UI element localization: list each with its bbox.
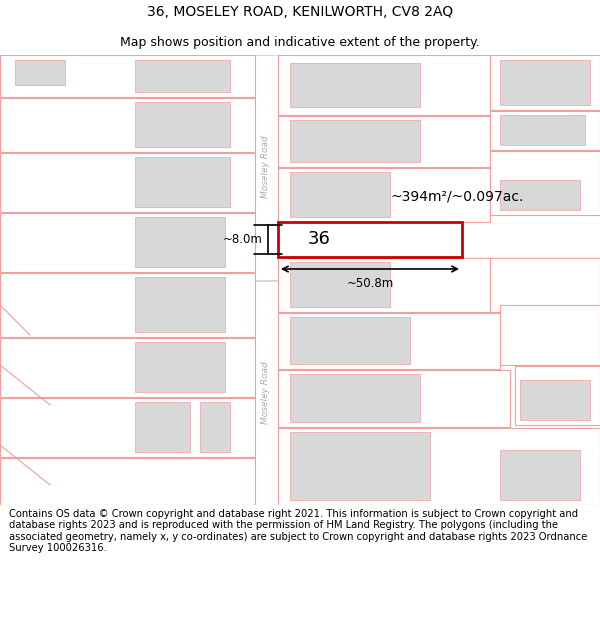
Polygon shape — [278, 370, 510, 427]
Text: Contains OS data © Crown copyright and database right 2021. This information is : Contains OS data © Crown copyright and d… — [9, 509, 587, 553]
Polygon shape — [135, 157, 230, 207]
Polygon shape — [500, 115, 585, 145]
Polygon shape — [135, 402, 190, 452]
Polygon shape — [0, 55, 255, 97]
Polygon shape — [135, 102, 230, 147]
Polygon shape — [135, 342, 225, 392]
Polygon shape — [278, 258, 490, 312]
Polygon shape — [135, 60, 230, 92]
Polygon shape — [500, 180, 580, 210]
Polygon shape — [278, 313, 500, 369]
Polygon shape — [278, 428, 600, 505]
Text: 36, MOSELEY ROAD, KENILWORTH, CV8 2AQ: 36, MOSELEY ROAD, KENILWORTH, CV8 2AQ — [147, 5, 453, 19]
Polygon shape — [500, 305, 600, 365]
Polygon shape — [0, 98, 255, 152]
Polygon shape — [278, 168, 490, 222]
Polygon shape — [0, 273, 255, 337]
Polygon shape — [255, 55, 278, 280]
Polygon shape — [278, 258, 600, 280]
Polygon shape — [290, 262, 390, 307]
Text: ~394m²/~0.097ac.: ~394m²/~0.097ac. — [390, 190, 523, 204]
Polygon shape — [290, 374, 420, 422]
Polygon shape — [290, 432, 430, 500]
Polygon shape — [290, 120, 420, 162]
Text: ~8.0m: ~8.0m — [223, 233, 263, 246]
Polygon shape — [15, 60, 65, 85]
Polygon shape — [0, 213, 255, 272]
Text: ~50.8m: ~50.8m — [346, 277, 394, 290]
Text: Map shows position and indicative extent of the property.: Map shows position and indicative extent… — [120, 36, 480, 49]
Polygon shape — [490, 55, 600, 110]
Polygon shape — [500, 60, 590, 105]
Text: Moseley Road: Moseley Road — [262, 362, 271, 424]
Polygon shape — [490, 258, 600, 312]
Polygon shape — [278, 116, 490, 167]
Polygon shape — [290, 172, 390, 217]
Polygon shape — [200, 402, 230, 452]
Polygon shape — [490, 111, 600, 150]
Polygon shape — [515, 366, 600, 425]
Polygon shape — [0, 338, 255, 397]
Text: Moseley Road: Moseley Road — [262, 136, 271, 198]
Polygon shape — [500, 450, 580, 500]
Polygon shape — [290, 63, 420, 107]
Polygon shape — [0, 398, 255, 457]
Polygon shape — [0, 153, 255, 212]
Text: 36: 36 — [308, 231, 331, 249]
Polygon shape — [278, 55, 490, 115]
Polygon shape — [0, 458, 255, 505]
Polygon shape — [290, 317, 410, 364]
Polygon shape — [135, 217, 225, 267]
Polygon shape — [278, 222, 462, 257]
Polygon shape — [135, 277, 225, 332]
Polygon shape — [490, 151, 600, 215]
Polygon shape — [255, 281, 278, 505]
Polygon shape — [520, 380, 590, 420]
